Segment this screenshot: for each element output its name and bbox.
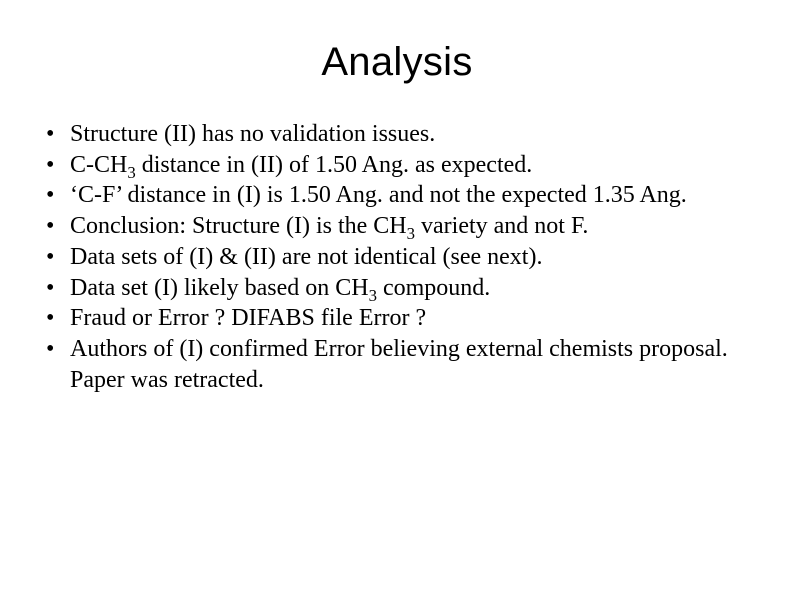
bullet-text: Conclusion: Structure (I) is the CH	[70, 213, 407, 239]
list-item: Data set (I) likely based on CH3 compoun…	[42, 273, 764, 304]
list-item: C-CH3 distance in (II) of 1.50 Ang. as e…	[42, 150, 764, 181]
subscript: 3	[407, 224, 415, 243]
list-item: Fraud or Error ? DIFABS file Error ?	[42, 303, 764, 334]
bullet-text: Data sets of (I) & (II) are not identica…	[70, 244, 542, 270]
list-item: Data sets of (I) & (II) are not identica…	[42, 242, 764, 273]
subscript: 3	[127, 163, 135, 182]
bullet-text: Structure (II) has no validation issues.	[70, 121, 435, 147]
bullet-list: Structure (II) has no validation issues.…	[42, 119, 764, 395]
bullet-text: compound.	[377, 275, 490, 301]
list-item: Authors of (I) confirmed Error believing…	[42, 334, 764, 395]
list-item: Structure (II) has no validation issues.	[42, 119, 764, 150]
list-item: ‘C-F’ distance in (I) is 1.50 Ang. and n…	[42, 180, 764, 211]
bullet-text: C-CH	[70, 152, 127, 178]
bullet-text: ‘C-F’ distance in (I) is 1.50 Ang. and n…	[70, 182, 687, 208]
bullet-text: Data set (I) likely based on CH	[70, 275, 369, 301]
bullet-text: Authors of (I) confirmed Error believing…	[70, 336, 728, 393]
bullet-text: variety and not F.	[415, 213, 588, 239]
slide: Analysis Structure (II) has no validatio…	[0, 0, 794, 595]
slide-title: Analysis	[30, 40, 764, 85]
bullet-text: distance in (II) of 1.50 Ang. as expecte…	[136, 152, 533, 178]
bullet-text: Fraud or Error ? DIFABS file Error ?	[70, 305, 426, 331]
list-item: Conclusion: Structure (I) is the CH3 var…	[42, 211, 764, 242]
subscript: 3	[369, 285, 377, 304]
